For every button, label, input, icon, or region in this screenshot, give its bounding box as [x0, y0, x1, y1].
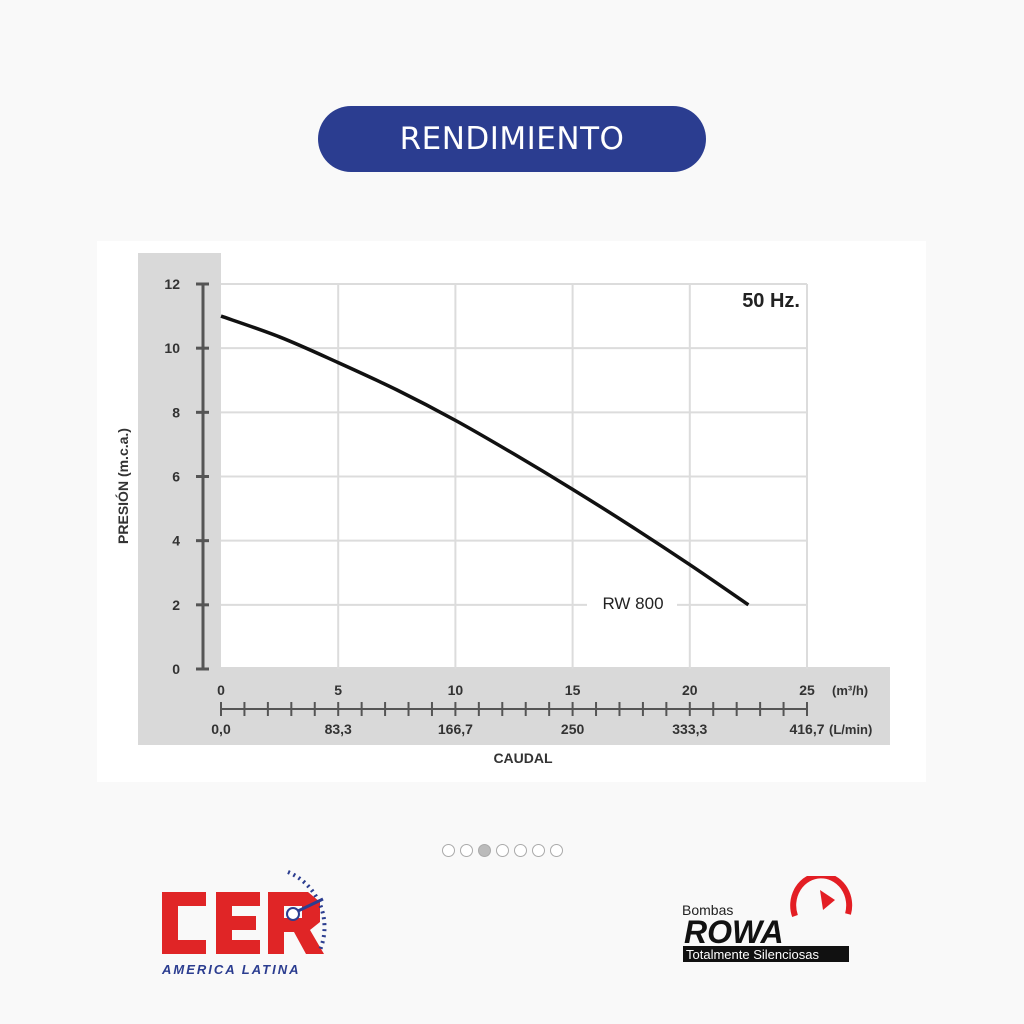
carousel-dot[interactable]: [442, 844, 455, 857]
x-axis-label: CAUDAL: [493, 750, 553, 766]
x-tick-label: 0: [217, 682, 225, 698]
x-tick-label: 10: [448, 682, 464, 698]
carousel-indicators: [442, 844, 563, 857]
cer-logo: AMERICA LATINA: [161, 870, 327, 977]
series-label: RW 800: [602, 594, 663, 613]
carousel-dot[interactable]: [514, 844, 527, 857]
x2-unit-label: (L/min): [829, 722, 872, 737]
series-line-rw800: [220, 314, 750, 607]
rowa-tagline: Totalmente Silenciosas: [686, 947, 819, 962]
x-tick-label: 15: [565, 682, 581, 698]
carousel-dot[interactable]: [550, 844, 563, 857]
y-tick-label: 10: [164, 340, 180, 356]
rowa-top-text: Bombas: [682, 902, 733, 918]
x2-tick-label: 83,3: [325, 721, 352, 737]
x-axis-band: [138, 667, 890, 745]
carousel-dot[interactable]: [532, 844, 545, 857]
x2-tick-label: 166,7: [438, 721, 473, 737]
y-axis-band: [138, 253, 221, 745]
cer-subtitle: AMERICA LATINA: [161, 962, 301, 977]
y-tick-label: 12: [164, 276, 180, 292]
y-axis-label: PRESIÓN (m.c.a.): [114, 428, 131, 544]
x-tick-label: 5: [334, 682, 342, 698]
section-title: RENDIMIENTO: [318, 106, 706, 172]
y-tick-label: 8: [172, 404, 180, 420]
x2-tick-label: 0,0: [211, 721, 231, 737]
frequency-annotation: 50 Hz.: [742, 290, 800, 312]
y-tick-label: 0: [172, 661, 180, 677]
series-label-bg: [587, 591, 677, 615]
y-tick-label: 2: [172, 597, 180, 613]
rowa-logo: Bombas ROWA Totalmente Silenciosas: [682, 876, 853, 962]
x-unit-label: (m³/h): [832, 683, 868, 698]
carousel-dot[interactable]: [478, 844, 491, 857]
x2-tick-label: 333,3: [672, 721, 707, 737]
carousel-dot[interactable]: [460, 844, 473, 857]
performance-chart-panel: 0 2 4 6 8 10 12 PRESIÓN (m.c.a.) 0 5 10 15 20 25 (m³/h…: [97, 241, 926, 782]
y-tick-label: 4: [172, 533, 180, 549]
performance-chart: 0 2 4 6 8 10 12 PRESIÓN (m.c.a.) 0 5 10 15 20 25 (m³/h…: [114, 253, 890, 766]
x2-tick-label: 250: [561, 721, 585, 737]
x-tick-label: 20: [682, 682, 698, 698]
x2-tick-label: 416,7: [789, 721, 824, 737]
rowa-name: ROWA: [684, 914, 784, 950]
x-tick-label: 25: [799, 682, 815, 698]
y-tick-label: 6: [172, 469, 180, 485]
carousel-dot[interactable]: [496, 844, 509, 857]
